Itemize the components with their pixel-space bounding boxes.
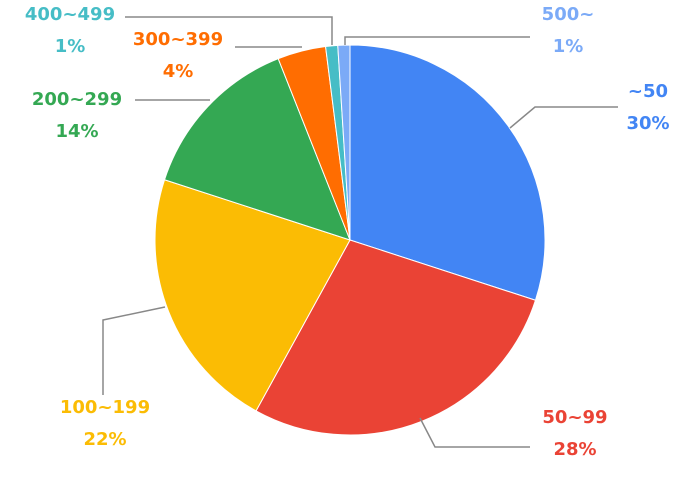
value-label: 28% [553,439,596,460]
pie-slice [349,44,546,301]
pie-slice [154,179,351,412]
pie-slice [337,44,351,241]
slice-label: 50~99 [542,407,607,428]
leader-line [125,16,333,45]
slice-label: 300~399 [133,29,223,50]
slice-label: 200~299 [32,89,122,110]
value-label: 1% [553,36,584,57]
leader-line [509,106,618,129]
slice-label: ~50 [628,81,668,102]
slice-label: 400~499 [25,4,115,25]
leader-line [344,36,530,45]
value-label: 14% [55,121,98,142]
value-label: 22% [83,429,126,450]
slice-label: 500~ [542,4,595,25]
value-label: 1% [55,36,86,57]
value-label: 4% [163,61,194,82]
value-label: 30% [626,113,669,134]
leader-line [419,417,530,448]
pie-slice [163,58,351,241]
slice-label: 100~199 [60,397,150,418]
leader-line [102,306,166,395]
